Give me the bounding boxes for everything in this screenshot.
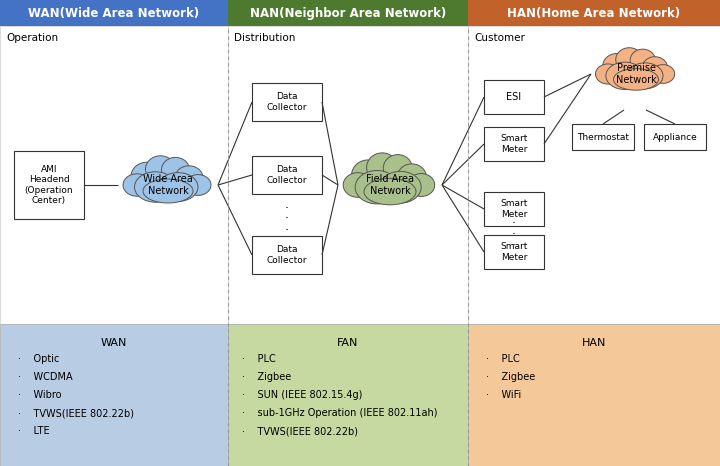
Ellipse shape xyxy=(143,179,193,203)
Ellipse shape xyxy=(379,171,421,203)
Text: ·    Optic: · Optic xyxy=(18,354,59,364)
Text: ·    TVWS(IEEE 802.22b): · TVWS(IEEE 802.22b) xyxy=(242,426,358,436)
FancyBboxPatch shape xyxy=(252,236,322,274)
FancyBboxPatch shape xyxy=(228,26,468,324)
FancyBboxPatch shape xyxy=(484,192,544,226)
Text: ·    Wibro: · Wibro xyxy=(18,390,61,400)
Text: AMI
Headend
(Operation
Center): AMI Headend (Operation Center) xyxy=(24,165,73,205)
Ellipse shape xyxy=(185,175,211,195)
Ellipse shape xyxy=(616,48,643,71)
Ellipse shape xyxy=(131,162,163,190)
Text: Wide Area
Network: Wide Area Network xyxy=(143,174,193,196)
Ellipse shape xyxy=(613,69,659,90)
FancyBboxPatch shape xyxy=(484,235,544,269)
Ellipse shape xyxy=(366,153,397,182)
Text: Data
Collector: Data Collector xyxy=(266,245,307,265)
Ellipse shape xyxy=(343,173,372,197)
FancyBboxPatch shape xyxy=(0,324,228,466)
FancyBboxPatch shape xyxy=(644,124,706,150)
Text: Smart
Meter: Smart Meter xyxy=(500,134,528,154)
Text: ·    LTE: · LTE xyxy=(18,426,50,436)
Text: ·    WCDMA: · WCDMA xyxy=(18,372,73,382)
Ellipse shape xyxy=(642,57,667,78)
Text: Field Area
Network: Field Area Network xyxy=(366,174,414,196)
Ellipse shape xyxy=(630,49,655,71)
Ellipse shape xyxy=(175,166,203,190)
Ellipse shape xyxy=(408,173,435,197)
Ellipse shape xyxy=(383,155,413,182)
Text: ·    WiFi: · WiFi xyxy=(486,390,521,400)
Text: Data
Collector: Data Collector xyxy=(266,92,307,112)
Text: Thermostat: Thermostat xyxy=(577,132,629,142)
Ellipse shape xyxy=(603,54,631,79)
Text: Customer: Customer xyxy=(474,33,525,43)
Ellipse shape xyxy=(351,160,384,191)
Ellipse shape xyxy=(595,64,621,84)
Text: NAN(Neighbor Area Network): NAN(Neighbor Area Network) xyxy=(250,7,446,20)
Text: Operation: Operation xyxy=(6,33,58,43)
Ellipse shape xyxy=(627,63,663,89)
FancyBboxPatch shape xyxy=(468,0,720,26)
Text: Distribution: Distribution xyxy=(234,33,295,43)
FancyBboxPatch shape xyxy=(468,26,720,324)
FancyBboxPatch shape xyxy=(228,324,468,466)
Ellipse shape xyxy=(123,174,151,196)
Text: Data
Collector: Data Collector xyxy=(266,165,307,185)
FancyBboxPatch shape xyxy=(252,83,322,121)
FancyBboxPatch shape xyxy=(484,127,544,161)
Text: Smart
Meter: Smart Meter xyxy=(500,242,528,262)
Text: HAN(Home Area Network): HAN(Home Area Network) xyxy=(508,7,680,20)
Text: Premise
Network: Premise Network xyxy=(616,63,657,85)
Text: HAN: HAN xyxy=(582,338,606,348)
FancyBboxPatch shape xyxy=(228,0,468,26)
Text: .
.
.: . . . xyxy=(285,198,289,233)
Text: Appliance: Appliance xyxy=(652,132,698,142)
FancyBboxPatch shape xyxy=(252,156,322,194)
Text: ·    Zigbee: · Zigbee xyxy=(242,372,292,382)
FancyBboxPatch shape xyxy=(14,151,84,219)
FancyBboxPatch shape xyxy=(468,324,720,466)
Ellipse shape xyxy=(397,164,426,190)
Text: FAN: FAN xyxy=(337,338,359,348)
Ellipse shape xyxy=(652,65,675,83)
Text: ·    SUN (IEEE 802.15.4g): · SUN (IEEE 802.15.4g) xyxy=(242,390,362,400)
Ellipse shape xyxy=(364,178,416,205)
Text: ·    TVWS(IEEE 802.22b): · TVWS(IEEE 802.22b) xyxy=(18,408,134,418)
Ellipse shape xyxy=(606,62,644,89)
Ellipse shape xyxy=(161,158,189,182)
Ellipse shape xyxy=(355,171,399,204)
Text: ·    Zigbee: · Zigbee xyxy=(486,372,535,382)
Text: ·    sub-1GHz Operation (IEEE 802.11ah): · sub-1GHz Operation (IEEE 802.11ah) xyxy=(242,408,438,418)
Ellipse shape xyxy=(145,156,176,182)
FancyBboxPatch shape xyxy=(572,124,634,150)
Text: ·    PLC: · PLC xyxy=(242,354,276,364)
FancyBboxPatch shape xyxy=(0,26,228,324)
Text: .
.
.: . . . xyxy=(512,213,516,248)
Text: ·    PLC: · PLC xyxy=(486,354,520,364)
Text: WAN: WAN xyxy=(101,338,127,348)
Text: WAN(Wide Area Network): WAN(Wide Area Network) xyxy=(28,7,199,20)
Ellipse shape xyxy=(158,172,198,201)
Ellipse shape xyxy=(135,172,176,202)
FancyBboxPatch shape xyxy=(484,80,544,114)
Text: Smart
Meter: Smart Meter xyxy=(500,199,528,219)
FancyBboxPatch shape xyxy=(0,0,228,26)
Text: ESI: ESI xyxy=(506,92,521,102)
